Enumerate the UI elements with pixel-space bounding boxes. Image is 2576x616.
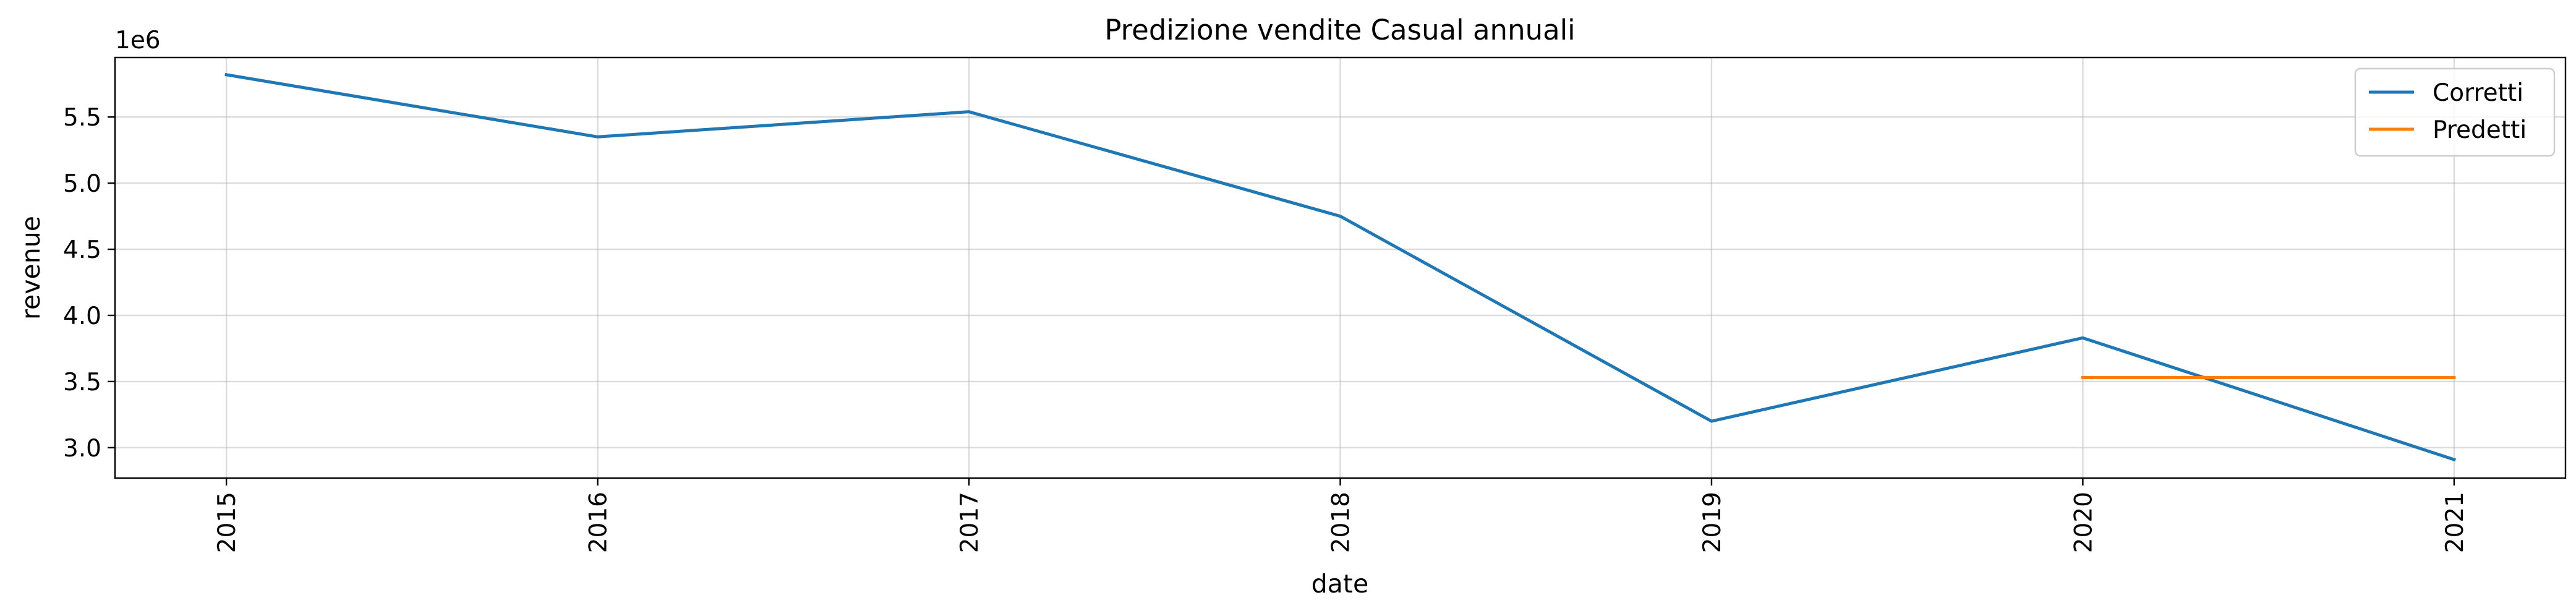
legend-label-corretti: Corretti <box>2433 79 2523 107</box>
x-tick-label: 2019 <box>1699 492 1726 553</box>
x-tick-label: 2020 <box>2070 492 2097 553</box>
legend: Corretti Predetti <box>2354 67 2556 157</box>
x-tick-label: 2018 <box>1328 492 1355 553</box>
x-axis-ticks: 2015 2016 2017 2018 2019 2020 2021 <box>213 478 2469 553</box>
y-tick-label: 5.0 <box>63 170 101 198</box>
y-tick-label: 4.0 <box>63 302 101 330</box>
legend-label-predetti: Predetti <box>2433 116 2527 144</box>
y-gridlines <box>115 116 2565 449</box>
y-tick-label: 3.0 <box>63 435 101 463</box>
y-tick-label: 5.5 <box>63 104 101 132</box>
x-tick-label: 2016 <box>585 492 613 553</box>
y-tick-label: 3.5 <box>63 369 101 396</box>
x-tick-label: 2015 <box>213 492 241 553</box>
x-tick-label: 2021 <box>2441 492 2469 553</box>
chart-title: Predizione vendite Casual annuali <box>1104 14 1575 46</box>
y-axis-label: revenue <box>16 216 46 320</box>
y-offset-label: 1e6 <box>115 27 161 54</box>
x-tick-label: 2017 <box>956 492 984 553</box>
y-tick-label: 4.5 <box>63 236 101 264</box>
series-layer <box>224 72 2457 462</box>
y-axis-ticks: 3.0 3.5 4.0 4.5 5.0 5.5 <box>63 104 115 463</box>
x-axis-label: date <box>1311 569 1368 599</box>
series-corretti <box>224 72 2457 462</box>
legend-box <box>2354 67 2556 157</box>
